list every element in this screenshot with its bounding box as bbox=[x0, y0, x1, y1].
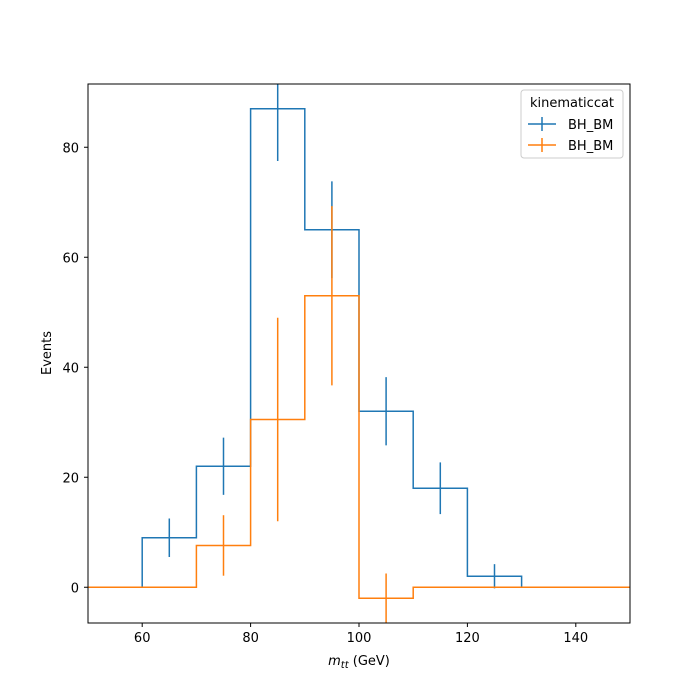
y-axis-label: Events bbox=[40, 331, 55, 375]
legend-label-0: BH_BM bbox=[568, 118, 613, 133]
y-tick-label-4: 80 bbox=[62, 141, 79, 156]
x-tick-label-3: 120 bbox=[455, 631, 480, 646]
legend-label-1: BH_BM bbox=[568, 139, 613, 154]
x-axis-label: mtt (GeV) bbox=[328, 654, 390, 671]
plot-content bbox=[88, 84, 630, 623]
legend-entry-0: BH_BM bbox=[528, 117, 613, 133]
series-0-step-line bbox=[88, 108, 630, 588]
y-tick-label-0: 0 bbox=[71, 581, 79, 596]
x-axis-label-main: m bbox=[328, 654, 341, 669]
y-tick-label-3: 60 bbox=[62, 251, 79, 266]
legend: kinematiccat BH_BM BH_BM bbox=[520, 89, 624, 159]
x-tick-label-4: 140 bbox=[563, 631, 588, 646]
x-tick-label-2: 100 bbox=[347, 631, 372, 646]
x-axis: 60 80 100 120 140 bbox=[134, 623, 588, 646]
y-tick-label-1: 20 bbox=[62, 471, 79, 486]
x-axis-label-unit: (GeV) bbox=[349, 654, 390, 669]
legend-box bbox=[520, 89, 624, 159]
y-axis: 0 20 40 60 80 bbox=[62, 141, 88, 596]
x-tick-label-0: 60 bbox=[134, 631, 151, 646]
x-axis-label-sub: tt bbox=[341, 660, 350, 671]
y-tick-label-2: 40 bbox=[62, 361, 79, 376]
legend-entry-1: BH_BM bbox=[528, 138, 613, 154]
plot-area bbox=[88, 84, 630, 623]
x-tick-label-1: 80 bbox=[242, 631, 259, 646]
legend-title: kinematiccat bbox=[530, 96, 614, 111]
